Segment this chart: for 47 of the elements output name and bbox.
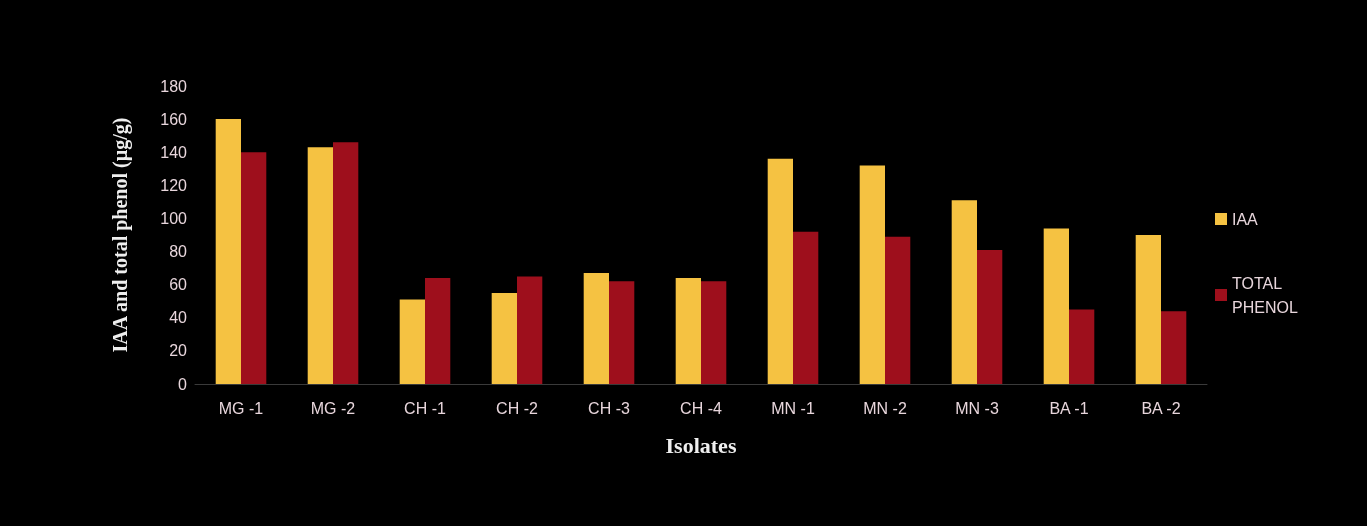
bar <box>215 119 241 384</box>
bar <box>425 278 451 384</box>
x-tick-label: MG -1 <box>218 399 264 417</box>
y-tick-label: 160 <box>160 110 188 128</box>
bar <box>767 158 793 384</box>
legend-label: TOTAL PHENOL <box>1232 274 1298 316</box>
x-tick-label: MN -1 <box>771 399 815 417</box>
y-tick-label: 20 <box>169 342 188 360</box>
x-tick-label: BA -1 <box>1049 399 1089 417</box>
x-axis-title: Isolates <box>665 432 737 458</box>
y-tick-label: 180 <box>160 77 188 95</box>
bar <box>951 200 977 384</box>
x-tick-label: CH -4 <box>680 399 722 417</box>
bar <box>977 249 1003 384</box>
bar <box>241 152 267 384</box>
bar <box>583 273 609 384</box>
x-tick-label: CH -2 <box>496 399 538 417</box>
y-tick-label: 60 <box>169 276 188 294</box>
y-tick-label: 80 <box>169 243 188 261</box>
bar <box>491 292 517 384</box>
bar <box>517 276 543 384</box>
y-axis-title: IAA and total phenol (µg/g) <box>109 117 132 353</box>
x-tick-label: MG -2 <box>310 399 356 417</box>
bar <box>609 281 635 384</box>
bar <box>1135 235 1161 384</box>
bar <box>399 299 425 384</box>
legend-label: IAA <box>1232 210 1259 228</box>
y-tick-label: 120 <box>160 176 188 194</box>
bar <box>1161 311 1187 384</box>
bar <box>859 165 885 384</box>
bar <box>333 142 359 384</box>
bar <box>307 147 333 384</box>
bar <box>701 281 727 384</box>
y-tick-label: 40 <box>169 309 188 327</box>
bar <box>793 231 819 384</box>
bar <box>1069 309 1095 384</box>
x-tick-label: CH -3 <box>588 399 630 417</box>
x-tick-label: BA -2 <box>1141 399 1181 417</box>
bar <box>1043 228 1069 384</box>
bar <box>675 278 701 384</box>
x-tick-label: MN -3 <box>955 399 999 417</box>
y-tick-label: 100 <box>160 209 188 227</box>
x-tick-label: MN -2 <box>863 399 907 417</box>
x-tick-label: CH -1 <box>404 399 446 417</box>
y-tick-label: 140 <box>160 143 188 161</box>
bar <box>885 236 911 384</box>
y-tick-label: 0 <box>178 375 188 393</box>
